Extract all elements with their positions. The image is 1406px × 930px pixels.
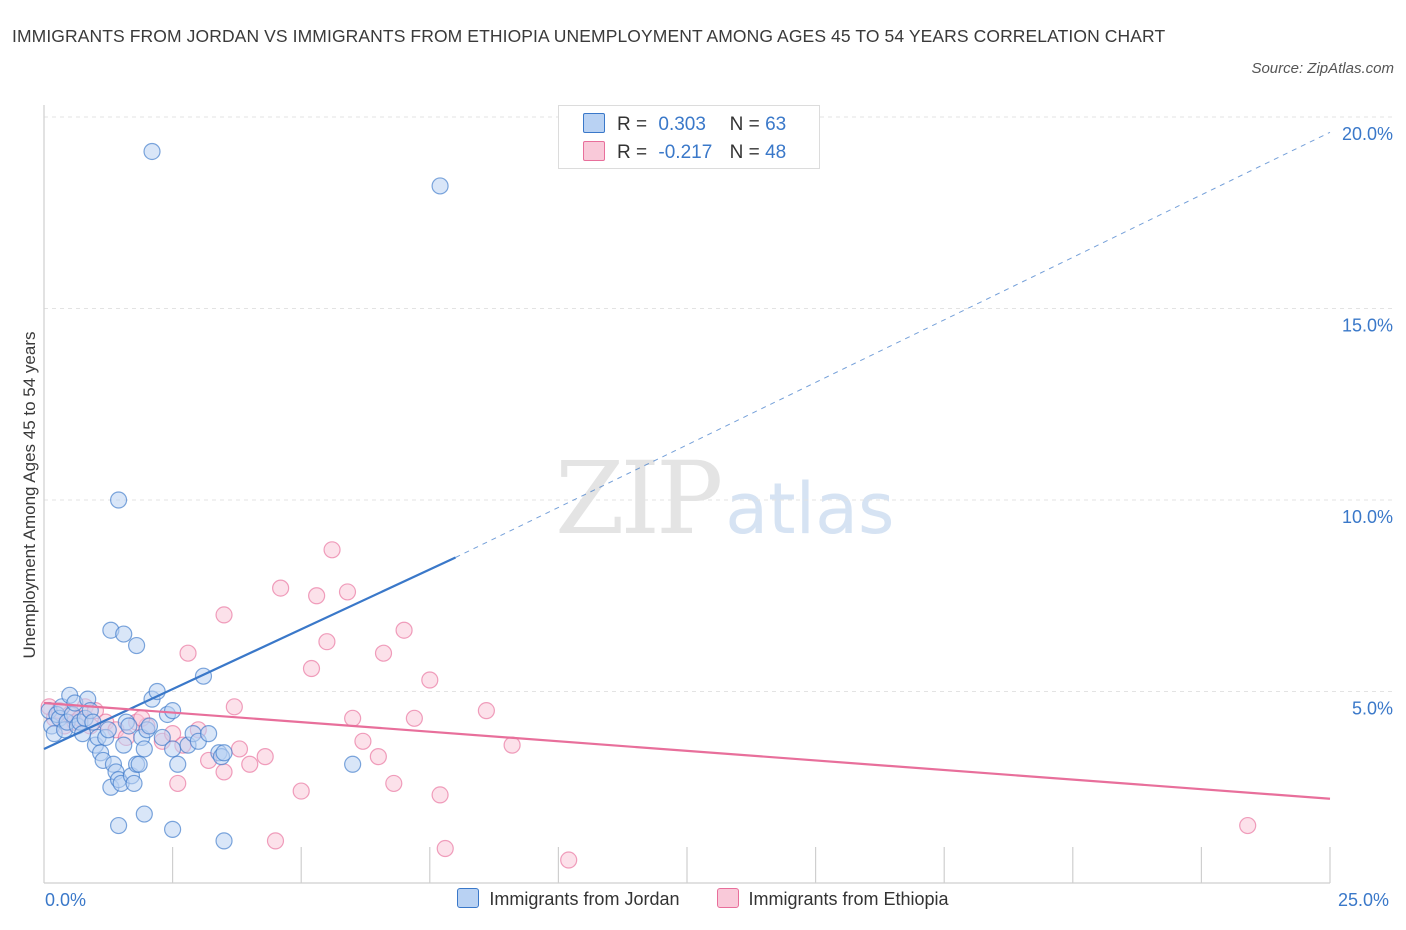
- x-tick-label-min: 0.0%: [45, 890, 87, 910]
- ethiopia-n-value: 48: [765, 142, 787, 163]
- ethiopia-point: [215, 606, 233, 624]
- jordan-point: [164, 702, 182, 720]
- jordan-n-value: 63: [765, 114, 787, 135]
- legend-jordan-swatch: [457, 888, 480, 908]
- legend-row-ethiopia: R = -0.217 N = 48: [583, 139, 786, 167]
- ethiopia-point: [215, 763, 233, 781]
- ethiopia-point: [503, 736, 521, 754]
- ethiopia-swatch: [583, 141, 605, 161]
- ethiopia-point: [374, 644, 393, 662]
- jordan-point: [99, 721, 117, 739]
- ethiopia-point: [256, 748, 274, 766]
- ethiopia-r-key: R =: [617, 142, 648, 163]
- legend-series: Immigrants from Jordan Immigrants from E…: [0, 888, 1406, 910]
- jordan-point: [164, 820, 182, 838]
- ethiopia-point: [241, 755, 259, 773]
- ethiopia-point: [477, 702, 495, 720]
- jordan-point: [109, 491, 128, 509]
- y-tick-label: 15.0%: [1342, 316, 1393, 336]
- jordan-trend-line: [43, 556, 456, 750]
- chart-title: IMMIGRANTS FROM JORDAN VS IMMIGRANTS FRO…: [12, 26, 1166, 46]
- legend-ethiopia-label: Immigrants from Ethiopia: [748, 889, 949, 909]
- jordan-point: [164, 740, 182, 758]
- ethiopia-point: [369, 748, 387, 766]
- jordan-point: [120, 717, 138, 735]
- ethiopia-point: [431, 786, 449, 804]
- ethiopia-point: [323, 541, 341, 559]
- legend-stats: R = 0.303 N = 63 R = -0.217 N = 48: [558, 105, 820, 169]
- ethiopia-point: [272, 579, 290, 597]
- jordan-point: [115, 736, 133, 754]
- ethiopia-point: [436, 839, 454, 858]
- jordan-point: [109, 816, 128, 835]
- legend-ethiopia-swatch: [716, 888, 739, 908]
- legend-item-jordan[interactable]: Immigrants from Jordan: [457, 888, 679, 910]
- ethiopia-n-key: N =: [729, 142, 760, 163]
- jordan-point: [125, 774, 143, 793]
- ethiopia-point: [405, 709, 423, 727]
- ethiopia-point: [225, 698, 243, 716]
- jordan-point: [130, 755, 148, 773]
- jordan-swatch: [583, 113, 605, 133]
- y-tick-label: 5.0%: [1352, 699, 1393, 719]
- jordan-point: [127, 636, 146, 655]
- jordan-point: [135, 740, 153, 758]
- jordan-point: [169, 755, 187, 773]
- ethiopia-r-value: -0.217: [658, 142, 713, 163]
- jordan-point: [140, 717, 159, 735]
- jordan-n-key: N =: [729, 114, 760, 135]
- jordan-point: [215, 832, 233, 850]
- ethiopia-point: [302, 659, 321, 678]
- ethiopia-point: [421, 671, 439, 689]
- legend-row-jordan: R = 0.303 N = 63: [583, 111, 786, 139]
- jordan-point: [143, 142, 161, 161]
- jordan-point: [153, 728, 171, 747]
- y-tick-label: 10.0%: [1342, 507, 1393, 527]
- ethiopia-point: [344, 709, 362, 727]
- ethiopia-point: [292, 782, 310, 800]
- ethiopia-point: [338, 583, 357, 601]
- ethiopia-point: [560, 851, 578, 869]
- source-label: Source: ZipAtlas.com: [1251, 60, 1394, 77]
- ethiopia-point: [318, 633, 336, 651]
- jordan-point: [215, 744, 233, 762]
- jordan-point: [135, 805, 153, 823]
- jordan-point: [344, 755, 362, 773]
- ethiopia-trend-line: [43, 701, 1331, 800]
- ethiopia-point: [308, 587, 326, 605]
- watermark-atlas: atlas: [725, 468, 895, 550]
- legend-item-ethiopia[interactable]: Immigrants from Ethiopia: [716, 888, 949, 910]
- jordan-point: [200, 725, 218, 743]
- watermark: ZIPatlas: [555, 440, 894, 557]
- jordan-point: [431, 177, 449, 195]
- ethiopia-point: [1239, 816, 1257, 835]
- ethiopia-point: [179, 644, 197, 662]
- jordan-r-value: 0.303: [658, 114, 706, 135]
- jordan-point: [115, 625, 133, 643]
- y-tick-label: 20.0%: [1342, 124, 1393, 144]
- legend-jordan-label: Immigrants from Jordan: [489, 889, 680, 909]
- jordan-trend-extension: [455, 131, 1331, 558]
- ethiopia-point: [266, 832, 285, 850]
- ethiopia-point: [354, 732, 372, 750]
- ethiopia-point: [230, 740, 249, 758]
- ethiopia-point: [169, 774, 187, 793]
- x-tick-label-max: 25.0%: [1338, 890, 1390, 910]
- ethiopia-point: [395, 621, 413, 639]
- jordan-r-key: R =: [617, 114, 648, 135]
- ethiopia-point: [385, 774, 403, 793]
- watermark-zip: ZIP: [555, 440, 723, 557]
